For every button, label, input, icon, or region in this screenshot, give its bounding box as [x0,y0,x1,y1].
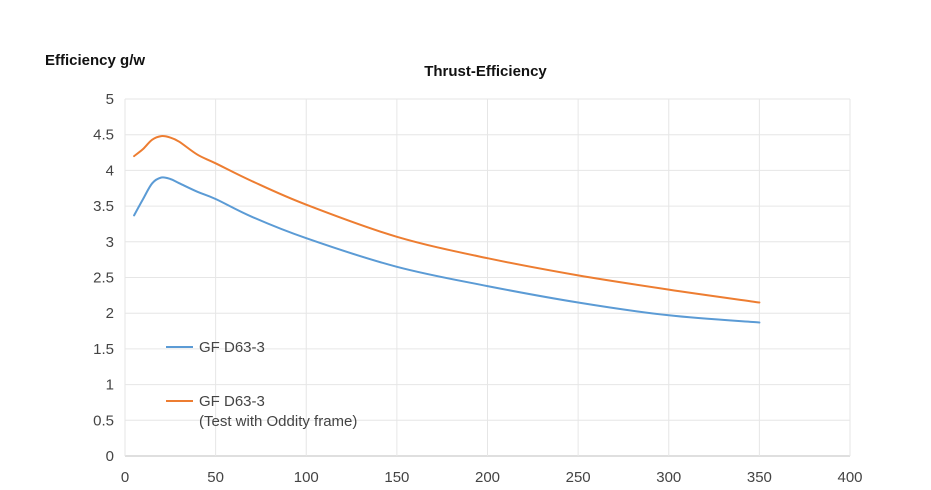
y-tick-label: 0.5 [93,412,114,429]
y-tick-label: 0 [106,448,114,465]
x-tick-label: 400 [837,469,862,486]
y-tick-label: 4.5 [93,127,114,144]
chart-title: Thrust-Efficiency [424,63,547,80]
y-tick-label: 4 [106,162,114,179]
legend-label-2: GF D63-3 [199,393,265,410]
y-tick-label: 5 [106,91,114,108]
legend-label-1: GF D63-3 [199,339,265,356]
y-tick-labels: 0 0.5 1 1.5 2 2.5 3 3.5 4 4.5 5 [93,91,114,465]
x-tick-label: 150 [384,469,409,486]
series-lines [133,135,761,324]
series-line-2 [133,135,761,304]
x-tick-label: 200 [475,469,500,486]
y-tick-label: 1.5 [93,341,114,358]
x-tick-label: 100 [294,469,319,486]
series-line-1 [133,176,761,324]
grid [124,98,851,457]
x-tick-label: 50 [207,469,224,486]
x-tick-label: 300 [656,469,681,486]
legend-label-2-line2: (Test with Oddity frame) [199,413,357,430]
x-tick-label: 250 [566,469,591,486]
x-tick-label: 350 [747,469,772,486]
legend: GF D63-3 GF D63-3 (Test with Oddity frame) [166,339,357,430]
y-tick-label: 3.5 [93,198,114,215]
y-tick-label: 2 [106,305,114,322]
x-tick-label: 0 [121,469,129,486]
y-tick-label: 1 [106,377,114,394]
y-tick-label: 2.5 [93,270,114,287]
y-axis-label: Efficiency g/w [45,52,146,69]
x-tick-labels: 0 50 100 150 200 250 300 350 400 [121,469,863,486]
y-tick-label: 3 [106,234,114,251]
